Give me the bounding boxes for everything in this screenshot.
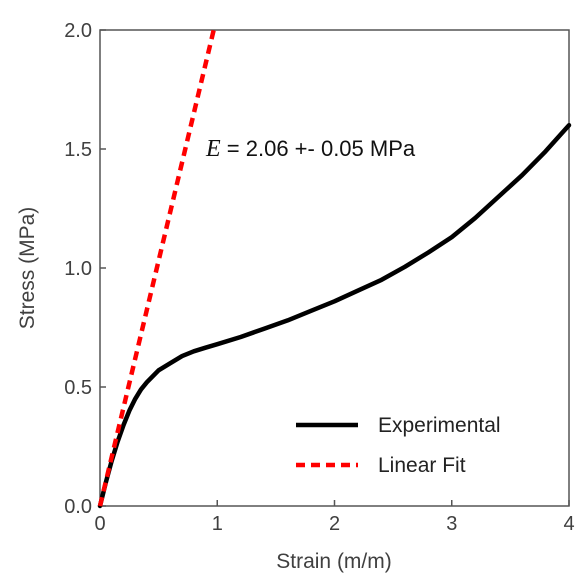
modulus-value: = 2.06 +- 0.05 MPa — [221, 136, 416, 161]
y-tick-label: 0.0 — [64, 496, 92, 518]
legend-label-linear-fit: Linear Fit — [378, 454, 466, 477]
x-tick-label: 2 — [329, 513, 340, 535]
x-tick-label: 1 — [212, 513, 223, 535]
x-axis-label: Strain (m/m) — [276, 550, 392, 573]
y-tick-label: 2.0 — [64, 20, 92, 42]
y-tick-label: 1.0 — [64, 258, 92, 280]
x-tick-label: 4 — [563, 513, 574, 535]
modulus-symbol: E — [205, 136, 221, 162]
modulus-annotation: E = 2.06 +- 0.05 MPa — [205, 136, 416, 162]
series-line-linear-fit — [97, 29, 216, 507]
series-lines — [97, 29, 572, 509]
y-tick-label: 0.5 — [64, 377, 92, 399]
y-axis-label: Stress (MPa) — [16, 207, 39, 330]
legend: Experimental Linear Fit — [296, 414, 501, 477]
x-tick-label: 0 — [94, 513, 105, 535]
svg-text:E = 2.06 +- 0.05 MPa: E = 2.06 +- 0.05 MPa — [205, 136, 416, 162]
legend-label-experimental: Experimental — [378, 414, 501, 437]
series-line-experimental — [97, 122, 572, 509]
x-tick-label: 3 — [446, 513, 457, 535]
y-ticks: 0.0 0.5 1.0 1.5 2.0 — [64, 20, 106, 518]
y-tick-label: 1.5 — [64, 139, 92, 161]
